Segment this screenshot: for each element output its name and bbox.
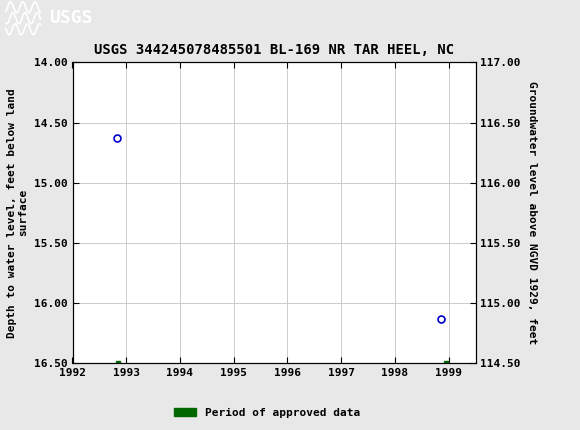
Title: USGS 344245078485501 BL-169 NR TAR HEEL, NC: USGS 344245078485501 BL-169 NR TAR HEEL,… [94,43,454,57]
Text: USGS: USGS [49,9,93,27]
Y-axis label: Groundwater level above NGVD 1929, feet: Groundwater level above NGVD 1929, feet [527,81,536,344]
Legend: Period of approved data: Period of approved data [169,403,364,422]
Y-axis label: Depth to water level, feet below land
surface: Depth to water level, feet below land su… [7,88,28,338]
